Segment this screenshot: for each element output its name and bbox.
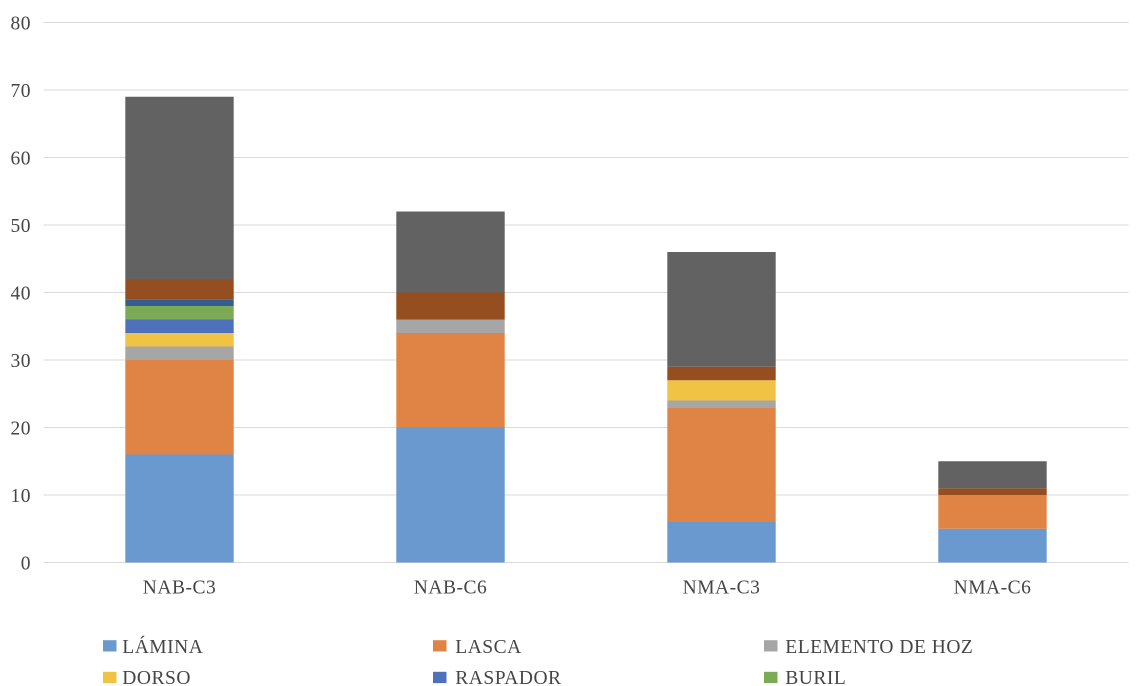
svg-text:LÁMINA: LÁMINA [122,636,203,658]
svg-text:40: 40 [11,283,32,304]
svg-text:BURIL: BURIL [785,668,846,686]
svg-text:60: 60 [11,148,32,169]
svg-text:80: 80 [11,13,32,34]
svg-text:10: 10 [11,486,32,507]
svg-text:DORSO: DORSO [122,668,191,686]
svg-text:50: 50 [11,216,32,237]
svg-text:NMA-C3: NMA-C3 [683,578,761,599]
svg-text:NAB-C6: NAB-C6 [414,578,487,599]
svg-text:NMA-C6: NMA-C6 [954,578,1032,599]
svg-text:30: 30 [11,351,32,372]
svg-text:70: 70 [11,81,32,102]
svg-text:ELEMENTO DE HOZ: ELEMENTO DE HOZ [785,637,973,658]
svg-text:RASPADOR: RASPADOR [455,668,561,686]
svg-text:0: 0 [21,553,31,574]
svg-text:NAB-C3: NAB-C3 [143,578,216,599]
svg-text:20: 20 [11,418,32,439]
svg-text:LASCA: LASCA [455,637,521,658]
